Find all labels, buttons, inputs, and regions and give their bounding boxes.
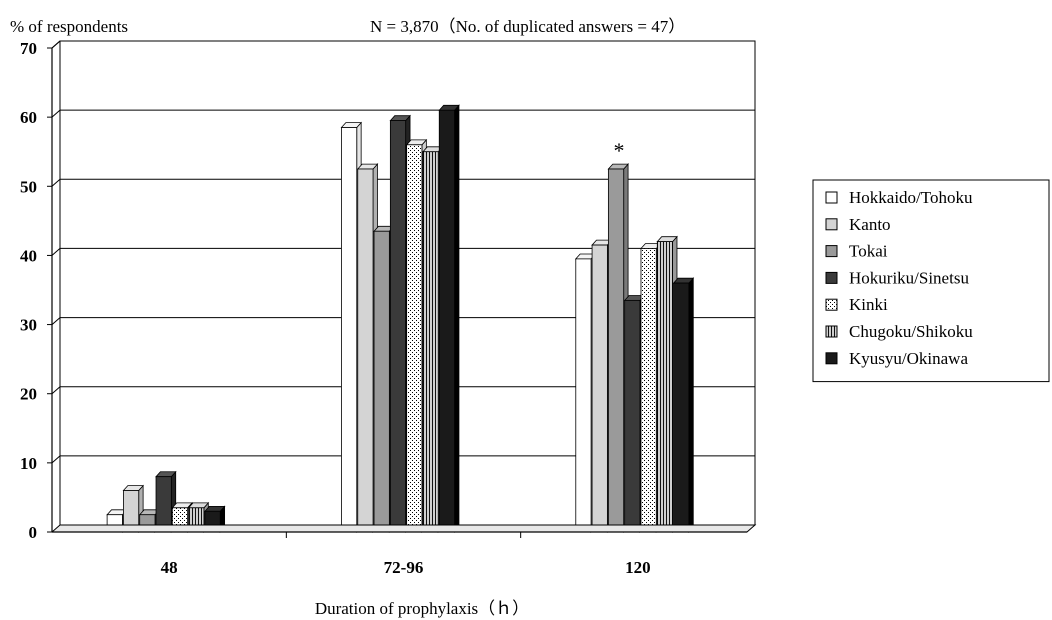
legend-swatch [825, 325, 838, 338]
y-tick-label: 10 [20, 454, 37, 473]
legend-item: Hokuriku/Sinetsu [825, 268, 969, 287]
legend-swatch [825, 191, 838, 204]
legend-label: Hokuriku/Sinetsu [849, 268, 969, 287]
legend-swatch [825, 218, 838, 231]
y-tick-label: 60 [20, 108, 37, 127]
x-tick-label: 48 [161, 558, 178, 577]
legend-swatch [825, 271, 838, 284]
legend-box [812, 179, 1050, 383]
legend-item: Tokai [825, 242, 888, 261]
bars [106, 104, 695, 534]
x-tick-label: 120 [625, 558, 651, 577]
legend-item: Kinki [825, 295, 888, 314]
bar [574, 252, 597, 534]
y-tick-label: 40 [20, 246, 37, 265]
legend-label: Chugoku/Shikoku [849, 322, 973, 341]
legend-item: Hokkaido/Tohoku [825, 188, 973, 207]
x-tick-label: 72-96 [384, 558, 424, 577]
y-tick-label: 30 [20, 316, 37, 335]
y-tick-label: 20 [20, 385, 37, 404]
legend-swatch [825, 352, 838, 365]
chart-floor [50, 524, 757, 533]
axes [50, 40, 757, 538]
significance-asterisk: * [614, 138, 625, 163]
legend-label: Kinki [849, 295, 888, 314]
legend: Hokkaido/Tohoku Kanto Tokai Hokuriku/Sinets… [812, 179, 1050, 383]
sample-size-annotation: N = 3,870（No. of duplicated answers = 47… [370, 17, 685, 36]
significance-marker: * [614, 138, 625, 163]
legend-item: Kanto [825, 215, 891, 234]
legend-label: Kanto [849, 215, 891, 234]
y-tick-label: 70 [20, 39, 37, 58]
legend-swatch [825, 245, 838, 258]
legend-item: Kyusyu/Okinawa [825, 349, 968, 368]
y-tick-label: 50 [20, 177, 37, 196]
bar [672, 277, 695, 534]
tick-labels: 0 10 20 30 40 50 60 70 48 72-96 120 [20, 39, 651, 577]
legend-swatch [825, 298, 838, 311]
legend-label: Kyusyu/Okinawa [849, 349, 968, 368]
y-axis-label: % of respondents [10, 17, 128, 36]
bar [438, 104, 460, 534]
legend-label: Tokai [849, 242, 888, 261]
legend-item: Chugoku/Shikoku [825, 322, 973, 341]
x-axis-label: Duration of prophylaxis（ｈ） [315, 599, 529, 618]
legend-label: Hokkaido/Tohoku [849, 188, 973, 207]
y-tick-label: 0 [29, 523, 38, 542]
